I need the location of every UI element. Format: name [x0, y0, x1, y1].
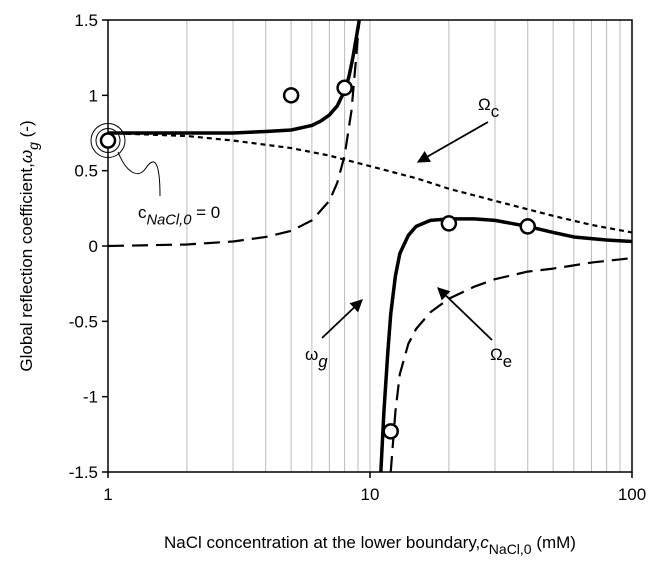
data-point — [336, 79, 353, 97]
annotation-sub: NaCl,0 — [147, 212, 193, 228]
x-tick-label: 100 — [618, 485, 646, 504]
data-point — [382, 423, 399, 440]
x-axis-label-tail: (mM) — [532, 533, 576, 552]
data-point — [519, 218, 536, 235]
y-tick-label: 0.5 — [74, 162, 98, 181]
highlight-ring — [90, 123, 126, 159]
data-point — [440, 215, 458, 232]
annotation-main: Ω — [478, 95, 491, 114]
annotation-main: Ω — [490, 345, 503, 364]
y-axis-label-main: Global reflection coefficient, — [17, 163, 36, 372]
y-tick-label: 1 — [89, 86, 98, 105]
x-axis-label-sub: NaCl,0 — [489, 541, 532, 557]
series-line — [108, 131, 632, 234]
annotation-tail: = 0 — [191, 203, 220, 222]
annotation-sub: c — [491, 102, 499, 121]
y-axis-label-italic: ω — [17, 150, 36, 163]
series-line — [108, 20, 632, 472]
annotation-connector — [117, 151, 161, 197]
annotation-sub: e — [503, 352, 512, 371]
data-point — [99, 132, 117, 149]
annotation-arrow — [437, 287, 493, 341]
annotation: ωg — [305, 345, 328, 371]
y-tick-label: -0.5 — [69, 312, 98, 331]
x-axis-label-italic: c — [480, 533, 489, 552]
x-axis-label: NaCl concentration at the lower boundary… — [164, 533, 576, 557]
y-axis-label-sub: g — [25, 142, 41, 150]
y-tick-label: -1 — [83, 388, 98, 407]
y-tick-label: 1.5 — [74, 11, 98, 30]
y-tick-label: 0 — [89, 237, 98, 256]
annotation-arrow — [416, 121, 489, 163]
annotation-main: c — [138, 203, 147, 222]
y-tick-label: -1.5 — [69, 463, 98, 482]
annotation-arrow — [321, 299, 363, 339]
annotation-sub: g — [318, 352, 328, 371]
series-line — [108, 20, 632, 472]
highlight-ring — [95, 128, 121, 154]
y-axis-label-tail: (-) — [17, 120, 36, 142]
annotation-main: ω — [305, 345, 318, 364]
x-axis-label-main: NaCl concentration at the lower boundary… — [164, 533, 480, 552]
annotation: Ωe — [490, 345, 512, 371]
x-tick-label: 1 — [103, 485, 112, 504]
data-point — [282, 87, 300, 104]
annotation: cNaCl,0 = 0 — [138, 203, 220, 228]
annotation: Ωc — [478, 95, 499, 121]
y-axis-label: Global reflection coefficient,ωg (-) — [17, 120, 41, 371]
x-tick-label: 10 — [361, 485, 380, 504]
